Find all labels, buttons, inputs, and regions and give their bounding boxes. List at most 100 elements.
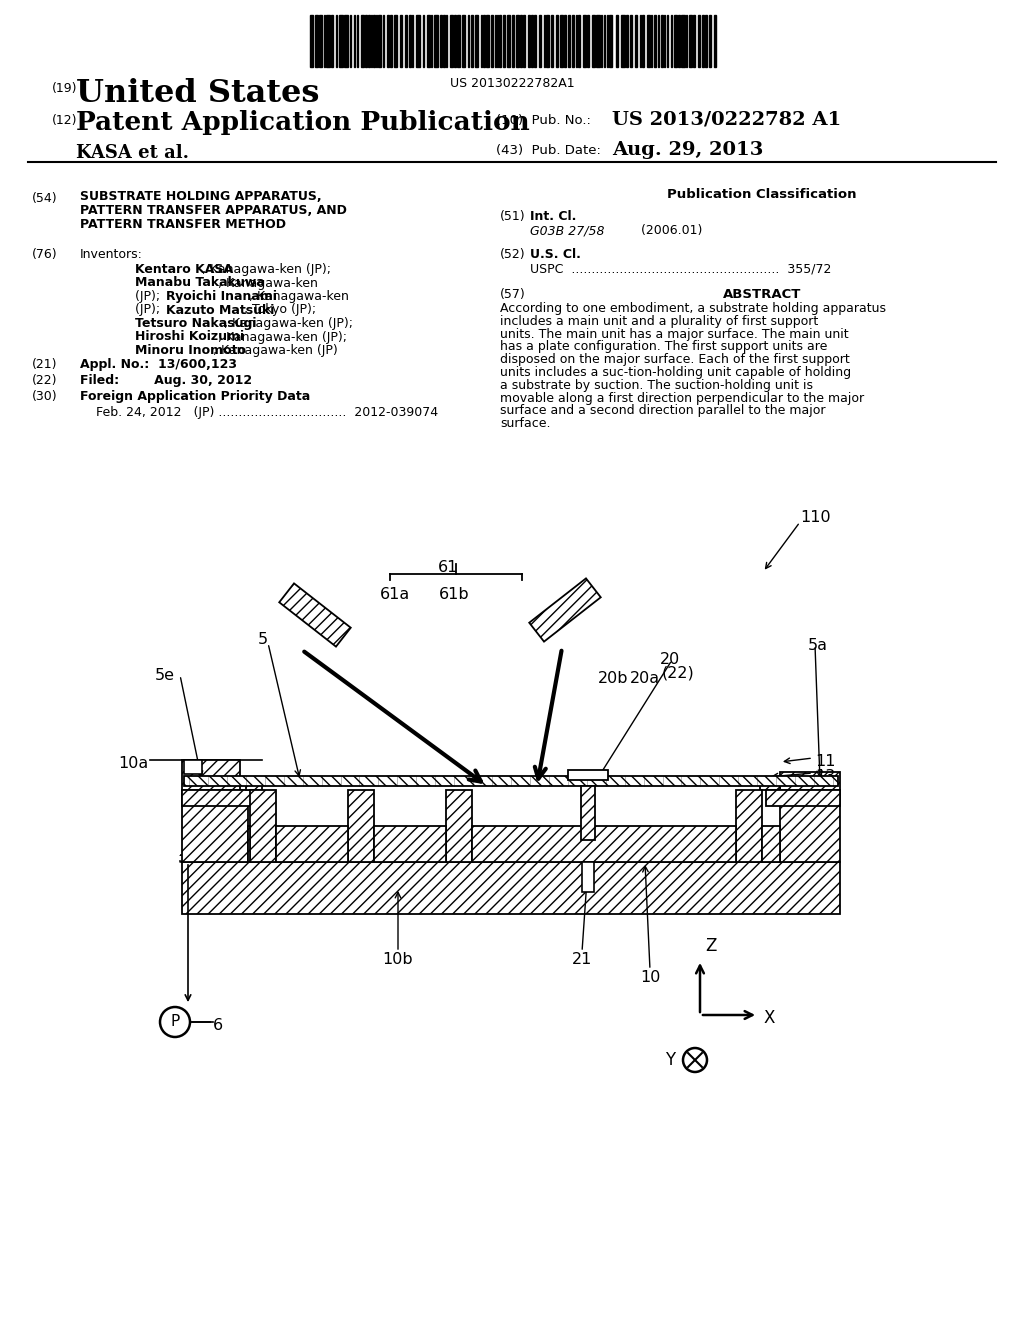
Text: , Kanagawa-ken (JP): , Kanagawa-ken (JP) [213, 345, 338, 356]
Bar [702, 15, 703, 67]
Bar [499, 15, 501, 67]
Text: (JP);: (JP); [135, 290, 164, 304]
Bar [409, 15, 411, 67]
Bar [331, 15, 333, 67]
Text: , Kanagawa-ken (JP);: , Kanagawa-ken (JP); [202, 263, 331, 276]
Text: 5a: 5a [808, 638, 828, 653]
Text: U.S. Cl.: U.S. Cl. [530, 248, 581, 261]
Bar [515, 15, 519, 67]
Text: According to one embodiment, a substrate holding apparatus: According to one embodiment, a substrate… [500, 302, 886, 315]
Text: (JP);: (JP); [135, 304, 164, 317]
Text: Tetsuro Nakasugi: Tetsuro Nakasugi [135, 317, 256, 330]
Bar [571, 15, 573, 67]
Text: US 2013/0222782 A1: US 2013/0222782 A1 [612, 110, 842, 128]
Text: Int. Cl.: Int. Cl. [530, 210, 577, 223]
Bar [373, 15, 375, 67]
Text: units. The main unit has a major surface. The main unit: units. The main unit has a major surface… [500, 327, 849, 341]
Text: Minoru Inomoto: Minoru Inomoto [135, 345, 246, 356]
Bar [780, 789, 840, 862]
Bar [583, 15, 586, 67]
Bar [551, 15, 553, 67]
Text: (19): (19) [52, 82, 78, 95]
Text: Y: Y [665, 1051, 675, 1069]
Text: (12): (12) [52, 114, 78, 127]
Text: Aug. 29, 2013: Aug. 29, 2013 [612, 141, 763, 158]
Bar [647, 15, 649, 67]
Text: (2006.01): (2006.01) [581, 224, 702, 238]
Bar [450, 15, 453, 67]
Bar [780, 772, 840, 789]
Text: 11: 11 [815, 754, 836, 770]
Text: Manabu Takakuwa: Manabu Takakuwa [135, 276, 265, 289]
Bar [678, 15, 680, 67]
Bar [674, 15, 677, 67]
Text: (10)  Pub. No.:: (10) Pub. No.: [496, 114, 591, 127]
Bar [356, 15, 358, 67]
Bar [641, 15, 643, 67]
Text: , Kanagawa-ken: , Kanagawa-ken [249, 290, 349, 304]
Bar [400, 15, 401, 67]
Text: has a plate configuration. The first support units are: has a plate configuration. The first sup… [500, 341, 827, 354]
Text: Kentaro KASA: Kentaro KASA [135, 263, 233, 276]
Text: United States: United States [76, 78, 319, 110]
Bar [250, 789, 276, 862]
Bar [485, 15, 488, 67]
Bar [445, 15, 447, 67]
Bar [462, 15, 465, 67]
Text: Filed:        Aug. 30, 2012: Filed: Aug. 30, 2012 [80, 374, 252, 387]
Bar [430, 15, 432, 67]
Bar [374, 826, 446, 862]
Text: (22): (22) [32, 374, 57, 387]
Bar [368, 15, 370, 67]
Bar [621, 15, 625, 67]
Bar [520, 15, 521, 67]
Bar [653, 15, 655, 67]
Bar [416, 15, 420, 67]
Text: , Tokyo (JP);: , Tokyo (JP); [244, 304, 315, 317]
Text: (54): (54) [32, 191, 57, 205]
Text: P: P [170, 1015, 179, 1030]
Text: (43)  Pub. Date:: (43) Pub. Date: [496, 144, 601, 157]
Bar [582, 862, 594, 892]
Text: surface.: surface. [500, 417, 551, 430]
Bar [344, 15, 347, 67]
Text: 20b: 20b [598, 671, 629, 686]
Bar [709, 15, 711, 67]
Text: G03B 27/58: G03B 27/58 [530, 224, 604, 238]
Text: US 20130222782A1: US 20130222782A1 [450, 77, 574, 90]
Bar [184, 760, 202, 774]
Text: Appl. No.:  13/600,123: Appl. No.: 13/600,123 [80, 358, 237, 371]
Text: Patent Application Publication: Patent Application Publication [76, 110, 529, 135]
Bar [248, 826, 250, 862]
Text: (30): (30) [32, 389, 57, 403]
Bar [578, 15, 580, 67]
Text: , Kanagawa-ken: , Kanagawa-ken [218, 276, 318, 289]
Bar [184, 760, 202, 774]
Bar [457, 15, 460, 67]
Text: (21): (21) [32, 358, 57, 371]
Bar [440, 15, 442, 67]
Text: 61a: 61a [380, 587, 411, 602]
Bar [390, 15, 392, 67]
Bar [365, 15, 367, 67]
Bar [482, 15, 484, 67]
Text: Feb. 24, 2012   (JP) ................................  2012-039074: Feb. 24, 2012 (JP) .....................… [96, 407, 438, 418]
Bar [475, 15, 477, 67]
Text: X: X [763, 1008, 774, 1027]
Bar [324, 15, 325, 67]
Bar [615, 15, 618, 67]
Text: 20a: 20a [630, 671, 660, 686]
Bar [567, 15, 569, 67]
Text: ABSTRACT: ABSTRACT [723, 288, 801, 301]
Bar [534, 15, 536, 67]
Bar [522, 15, 524, 67]
Bar [490, 15, 493, 67]
Bar [705, 15, 707, 67]
Bar [609, 15, 612, 67]
Bar [660, 15, 663, 67]
Bar [568, 770, 608, 780]
Bar [766, 789, 840, 807]
Bar [246, 777, 262, 789]
Text: (57): (57) [500, 288, 525, 301]
Bar [182, 789, 262, 807]
